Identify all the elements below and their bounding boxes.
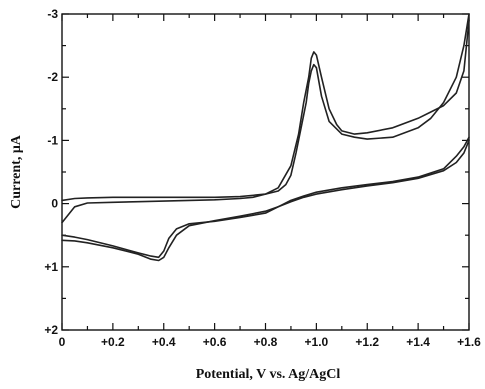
axis-tick-labels: 0 +0.2 +0.4 +0.6 +0.8 +1.0 +1.2 +1.4 +1.6 -3 -2 -1 0… <box>44 7 481 349</box>
plot-frame <box>61 13 470 331</box>
y-axis-title: Current, μA <box>9 134 24 209</box>
series-line-3 <box>61 136 470 259</box>
series-line-4 <box>61 139 470 262</box>
y-tick-label: -3 <box>47 7 58 21</box>
y-tick-label: -1 <box>47 133 58 147</box>
x-tick-label: +0.8 <box>254 335 278 349</box>
y-tick-label: -2 <box>47 70 58 84</box>
series-line-1 <box>61 19 470 202</box>
x-tick-label: +1.0 <box>305 335 329 349</box>
x-tick-label: +0.2 <box>101 335 125 349</box>
x-tick-label: +1.4 <box>406 335 430 349</box>
x-tick-label: +0.4 <box>152 335 176 349</box>
x-tick-label: 0 <box>59 335 66 349</box>
axis-ticks <box>61 13 470 331</box>
y-tick-label: 0 <box>51 197 58 211</box>
voltammogram-traces <box>61 13 470 262</box>
x-tick-label: +1.2 <box>355 335 379 349</box>
x-axis-title: Potential, V vs. Ag/AgCl <box>196 367 341 382</box>
x-tick-label: +0.6 <box>203 335 227 349</box>
series-line-2 <box>61 13 470 224</box>
x-tick-label: +1.6 <box>457 335 481 349</box>
y-tick-label: +1 <box>44 260 58 274</box>
y-tick-label: +2 <box>44 323 58 337</box>
